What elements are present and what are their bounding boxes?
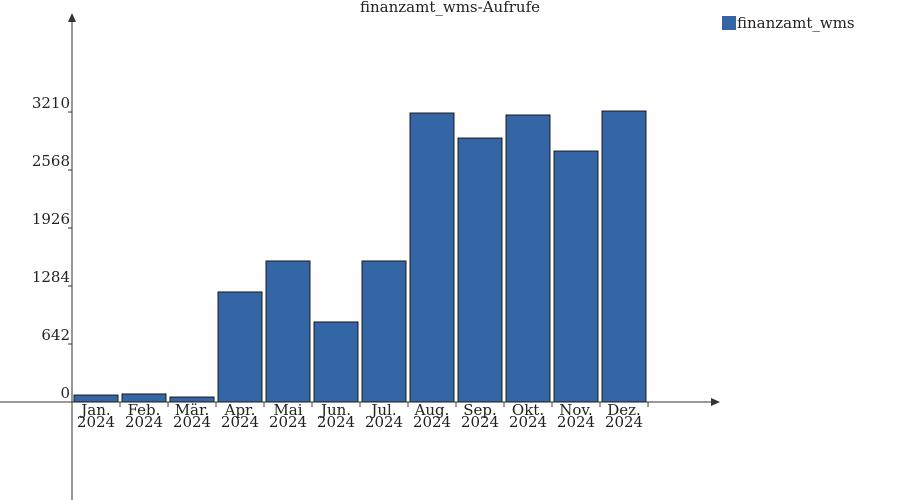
- x-tick-label: Okt. 2024: [508, 401, 548, 431]
- x-axis-arrow: [711, 398, 720, 406]
- y-tick-label: 0: [60, 384, 70, 402]
- bar: [121, 393, 167, 403]
- x-tick-label: Jan. 2024: [76, 401, 116, 431]
- bar: [553, 150, 599, 403]
- bar: [409, 112, 455, 403]
- bar: [217, 291, 263, 403]
- y-tick-label: 642: [41, 326, 70, 344]
- x-tick-label: Sep. 2024: [460, 401, 500, 431]
- bar: [265, 260, 311, 403]
- x-tick-label: Jul. 2024: [364, 401, 404, 431]
- y-tick-label: 1284: [32, 268, 70, 286]
- bar: [601, 110, 647, 403]
- bar: [505, 114, 551, 403]
- y-tick-label: 1926: [32, 210, 70, 228]
- x-tick-label: Apr. 2024: [220, 401, 260, 431]
- x-tick-label: Mär. 2024: [172, 401, 212, 431]
- y-axis-arrow: [68, 13, 76, 22]
- bar: [361, 260, 407, 403]
- bar: [73, 394, 119, 403]
- bar: [457, 137, 503, 403]
- x-tick-label: Nov. 2024: [556, 401, 596, 431]
- y-tick-label: 2568: [32, 152, 70, 170]
- legend-swatch: [722, 16, 736, 30]
- legend-label: finanzamt_wms: [737, 14, 855, 32]
- bar: [169, 396, 215, 403]
- x-tick-label: Feb. 2024: [124, 401, 164, 431]
- x-tick-label: Mai 2024: [268, 401, 308, 431]
- x-tick-label: Dez. 2024: [604, 401, 644, 431]
- chart-title: finanzamt_wms-Aufrufe: [360, 0, 540, 16]
- bar: [313, 321, 359, 403]
- y-tick-label: 3210: [32, 94, 70, 112]
- x-tick-label: Jun. 2024: [316, 401, 356, 431]
- x-tick-label: Aug. 2024: [412, 401, 452, 431]
